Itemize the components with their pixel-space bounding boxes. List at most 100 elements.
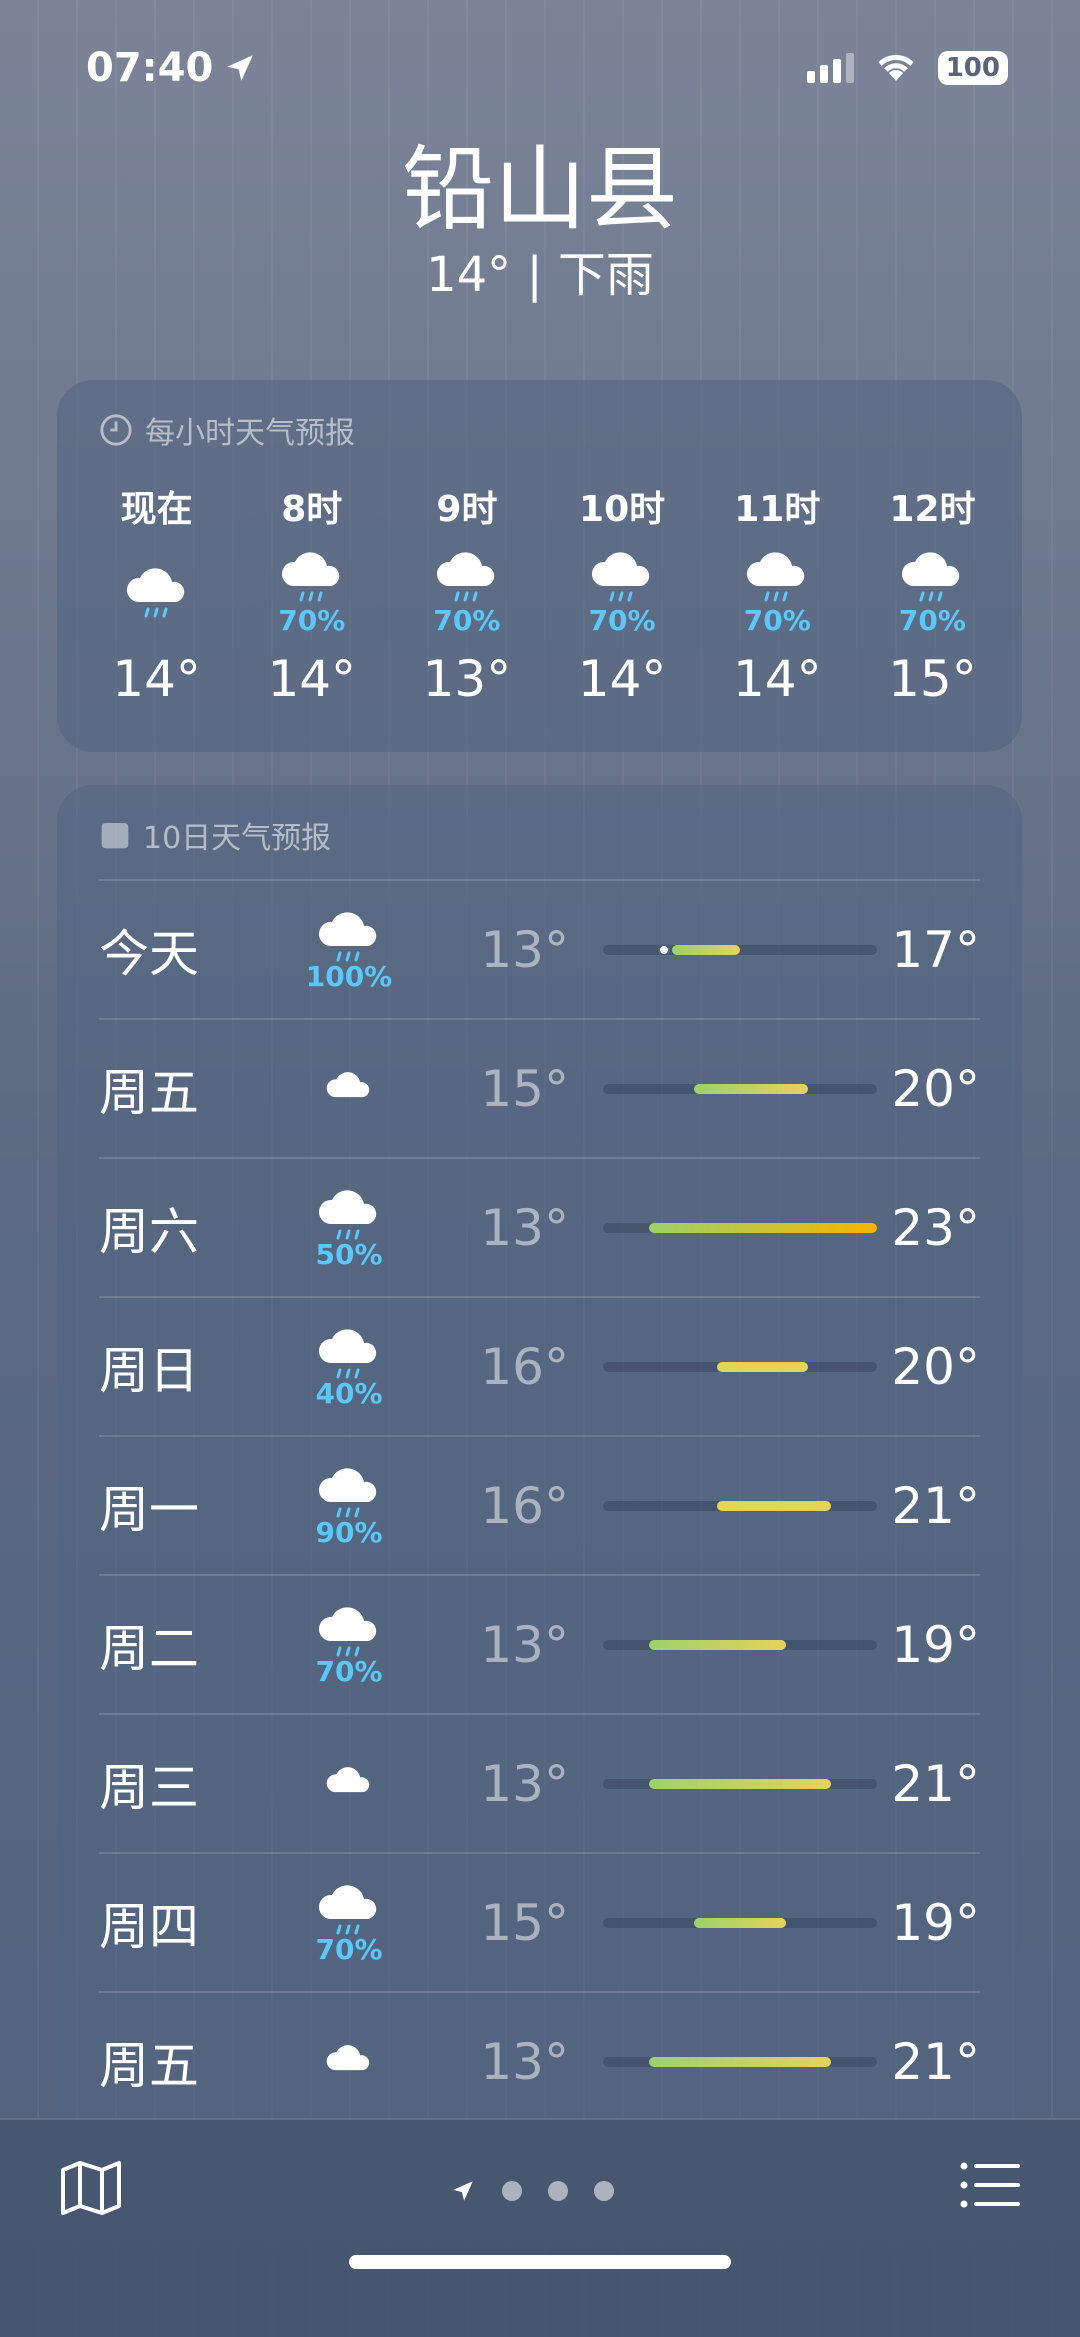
- location-arrow-icon: [227, 55, 254, 81]
- cloud-icon: [299, 1761, 399, 1807]
- cloud-icon: [299, 1066, 399, 1112]
- cloud-rain-icon: [434, 544, 500, 604]
- hour-temp: 14°: [577, 650, 667, 708]
- temp-range-fill: [648, 1222, 877, 1233]
- low-temp: 16°: [480, 1337, 569, 1396]
- day-row[interactable]: 周五 13° 21°: [99, 1991, 980, 2130]
- temp-range-bar: [603, 943, 877, 956]
- day-label: 周五: [99, 1063, 199, 1122]
- day-row[interactable]: 周四 70% 15° 19°: [99, 1852, 980, 1991]
- location-header: 铅山县 14° | 下雨: [0, 135, 1080, 305]
- signal-icon: [806, 53, 854, 83]
- temp-range-fill: [717, 1361, 809, 1372]
- hour-temp: 14°: [112, 650, 201, 708]
- low-temp: 15°: [480, 1059, 569, 1118]
- high-temp: 20°: [891, 1059, 980, 1118]
- daily-forecast-card[interactable]: 10日天气预报 今天 100% 13° 17° 周五 15° 20° 周六 50…: [57, 785, 1022, 2185]
- day-row[interactable]: 周二 70% 13° 19°: [99, 1574, 980, 1713]
- day-label: 周二: [99, 1619, 199, 1678]
- hour-label: 12时: [889, 489, 976, 530]
- status-time: 07:40: [86, 45, 257, 91]
- hour-item: 8时 70% 14°: [234, 480, 389, 708]
- temp-range-fill: [717, 1500, 832, 1511]
- temp-range-bar: [603, 1639, 877, 1650]
- condition-text: 下雨: [557, 247, 654, 303]
- home-indicator[interactable]: [349, 2255, 731, 2269]
- current-conditions: 14° | 下雨: [0, 245, 1080, 305]
- page-dot[interactable]: [548, 2181, 568, 2201]
- temp-range-bar: [603, 1778, 877, 1789]
- day-row[interactable]: 周日 40% 16° 20°: [99, 1296, 980, 1435]
- battery-indicator: 100: [937, 51, 1008, 85]
- temp-range-fill: [648, 2056, 832, 2067]
- list-icon[interactable]: [960, 2160, 1020, 2210]
- map-icon[interactable]: [60, 2160, 122, 2216]
- hour-label: 9时: [436, 489, 498, 530]
- cloud-rain-icon: [124, 560, 190, 620]
- temp-range-fill: [694, 1917, 786, 1928]
- temp-range-bar: [603, 1361, 877, 1372]
- day-label: 今天: [99, 924, 199, 983]
- cloud-rain-icon: 70%: [299, 1877, 399, 1969]
- day-row[interactable]: 周五 15° 20°: [99, 1018, 980, 1157]
- page-indicator[interactable]: [450, 2178, 614, 2204]
- high-temp: 19°: [891, 1893, 980, 1952]
- high-temp: 21°: [891, 1476, 980, 1535]
- hour-label: 8时: [281, 489, 343, 530]
- hourly-forecast-card[interactable]: 每小时天气预报 现在 14° 8时 70% 14° 9时 70% 13° 10时…: [57, 380, 1022, 752]
- hour-temp: 13°: [422, 650, 512, 708]
- high-temp: 21°: [891, 2032, 980, 2091]
- precip-chance: 70%: [315, 1654, 383, 1688]
- hour-temp: 14°: [732, 650, 822, 708]
- hour-item: 9时 70% 13°: [389, 480, 544, 708]
- hour-temp: 15°: [888, 650, 977, 708]
- hour-temp: 14°: [267, 650, 357, 708]
- location-page-icon[interactable]: [450, 2178, 476, 2204]
- day-row[interactable]: 周六 50% 13° 23°: [99, 1157, 980, 1296]
- temp-range-fill: [671, 944, 740, 955]
- separator: |: [526, 247, 543, 303]
- precip-chance: 90%: [315, 1515, 383, 1549]
- precip-chance: 100%: [305, 959, 393, 993]
- precip-chance: 70%: [278, 604, 346, 637]
- clock-icon: [100, 414, 132, 446]
- low-temp: 15°: [480, 1893, 569, 1952]
- cloud-rain-icon: 50%: [299, 1182, 399, 1274]
- low-temp: 16°: [480, 1476, 569, 1535]
- cloud-rain-icon: 40%: [299, 1321, 399, 1413]
- cloud-rain-icon: [899, 544, 965, 604]
- cloud-icon: [299, 2039, 399, 2085]
- page-dot[interactable]: [502, 2181, 522, 2201]
- current-temp: 14°: [426, 247, 512, 303]
- day-row[interactable]: 周一 90% 16° 21°: [99, 1435, 980, 1574]
- daily-title: 10日天气预报: [143, 821, 332, 856]
- cloud-rain-icon: 90%: [299, 1460, 399, 1552]
- precip-chance: 70%: [898, 604, 966, 637]
- bottom-toolbar: [0, 2118, 1080, 2337]
- day-label: 周五: [99, 2036, 199, 2095]
- temp-range-bar: [603, 1083, 877, 1094]
- low-temp: 13°: [480, 1615, 569, 1674]
- cloud-rain-icon: 100%: [299, 904, 399, 996]
- hour-item: 现在 14°: [79, 480, 234, 708]
- hour-label: 11时: [734, 489, 821, 530]
- hour-item: 11时 70% 14°: [700, 480, 855, 708]
- low-temp: 13°: [480, 2032, 569, 2091]
- hour-item: 10时 70% 14°: [545, 480, 700, 708]
- temp-range-fill: [648, 1639, 786, 1650]
- day-label: 周一: [99, 1480, 199, 1539]
- wifi-icon: [877, 55, 914, 81]
- hourly-title: 每小时天气预报: [145, 416, 355, 451]
- precip-chance: 70%: [433, 604, 501, 637]
- low-temp: 13°: [480, 920, 569, 979]
- temp-range-fill: [694, 1083, 809, 1094]
- cloud-rain-icon: [744, 544, 810, 604]
- temp-range-bar: [603, 2056, 877, 2067]
- hour-label: 10时: [579, 489, 666, 530]
- day-row[interactable]: 今天 100% 13° 17°: [99, 879, 980, 1018]
- city-name: 铅山县: [401, 136, 678, 243]
- page-dot[interactable]: [594, 2181, 614, 2201]
- high-temp: 19°: [891, 1615, 980, 1674]
- day-row[interactable]: 周三 13° 21°: [99, 1713, 980, 1852]
- status-bar: 07:40 100: [0, 45, 1080, 105]
